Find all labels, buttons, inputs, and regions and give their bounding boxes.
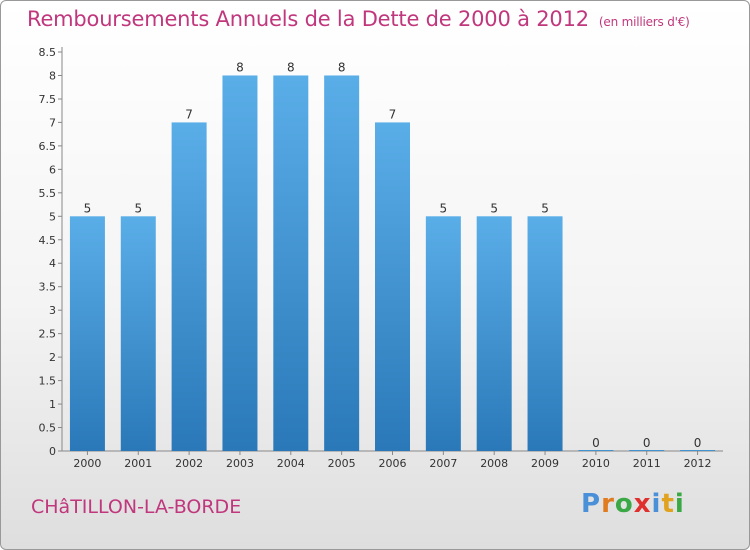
bar-value-label: 8 xyxy=(287,60,295,74)
y-tick-label: 0.5 xyxy=(39,422,57,435)
y-tick-label: 3.5 xyxy=(39,281,57,294)
y-tick-label: 1.5 xyxy=(39,375,57,388)
x-tick-label: 2003 xyxy=(226,457,254,470)
x-tick-label: 2002 xyxy=(175,457,203,470)
bar-value-label: 7 xyxy=(185,107,193,121)
x-tick-label: 2000 xyxy=(73,457,101,470)
bar xyxy=(273,75,309,452)
logo-letter: i xyxy=(674,489,685,519)
y-tick-label: 2.5 xyxy=(39,328,57,341)
bar xyxy=(476,216,512,451)
bar xyxy=(375,122,410,451)
y-tick-label: 8 xyxy=(49,69,56,82)
bar xyxy=(120,216,156,451)
x-tick-label: 2007 xyxy=(429,457,457,470)
bar-value-label: 0 xyxy=(592,436,600,450)
x-tick-label: 2008 xyxy=(480,457,508,470)
x-tick-label: 2012 xyxy=(684,457,712,470)
bar-value-label: 5 xyxy=(84,201,92,215)
logo-letter: P xyxy=(581,489,602,519)
bar xyxy=(578,450,614,451)
bar xyxy=(171,122,207,451)
bar xyxy=(324,75,360,452)
y-tick-label: 4.5 xyxy=(39,234,57,247)
bar-value-label: 8 xyxy=(338,60,346,74)
y-tick-label: 1 xyxy=(49,398,56,411)
bar-value-label: 0 xyxy=(643,436,651,450)
bar-value-label: 5 xyxy=(490,201,498,215)
bar xyxy=(425,216,461,451)
bar xyxy=(527,216,563,451)
x-tick-label: 2005 xyxy=(328,457,356,470)
y-tick-label: 8.5 xyxy=(39,46,57,59)
chart-title-text: Remboursements Annuels de la Dette de 20… xyxy=(27,7,589,31)
y-tick-label: 5.5 xyxy=(39,187,57,200)
chart-unit: (en milliers d'€) xyxy=(598,15,690,29)
x-tick-label: 2010 xyxy=(582,457,610,470)
y-tick-label: 2 xyxy=(49,351,56,364)
proxiti-logo: Proxiti xyxy=(581,489,685,519)
bar-value-label: 8 xyxy=(236,60,244,74)
bar xyxy=(629,450,665,451)
y-tick-label: 7.5 xyxy=(39,93,57,106)
chart-title: Remboursements Annuels de la Dette de 20… xyxy=(27,7,690,31)
y-tick-label: 7 xyxy=(49,116,56,129)
logo-letter: o xyxy=(614,489,634,519)
logo-letter: x xyxy=(633,489,652,519)
x-tick-label: 2006 xyxy=(379,457,407,470)
bar xyxy=(69,216,105,451)
x-tick-label: 2011 xyxy=(633,457,661,470)
bar xyxy=(222,75,258,452)
bar-value-label: 5 xyxy=(541,201,549,215)
bar-value-label: 0 xyxy=(694,436,702,450)
bar-value-label: 7 xyxy=(389,107,397,121)
bar-value-label: 5 xyxy=(134,201,142,215)
y-tick-label: 0 xyxy=(49,445,56,458)
y-tick-label: 4 xyxy=(49,257,56,270)
logo-letter: r xyxy=(601,489,615,519)
place-name: CHâTILLON-LA-BORDE xyxy=(31,496,242,518)
logo-letter: t xyxy=(661,489,675,519)
x-tick-label: 2004 xyxy=(277,457,305,470)
x-tick-label: 2001 xyxy=(124,457,152,470)
bar xyxy=(680,450,716,451)
bar-value-label: 5 xyxy=(440,201,448,215)
x-tick-label: 2009 xyxy=(531,457,559,470)
y-tick-label: 3 xyxy=(49,304,56,317)
logo-letter: i xyxy=(651,489,662,519)
y-tick-label: 5 xyxy=(49,210,56,223)
y-tick-label: 6.5 xyxy=(39,140,57,153)
y-tick-label: 6 xyxy=(49,163,56,176)
